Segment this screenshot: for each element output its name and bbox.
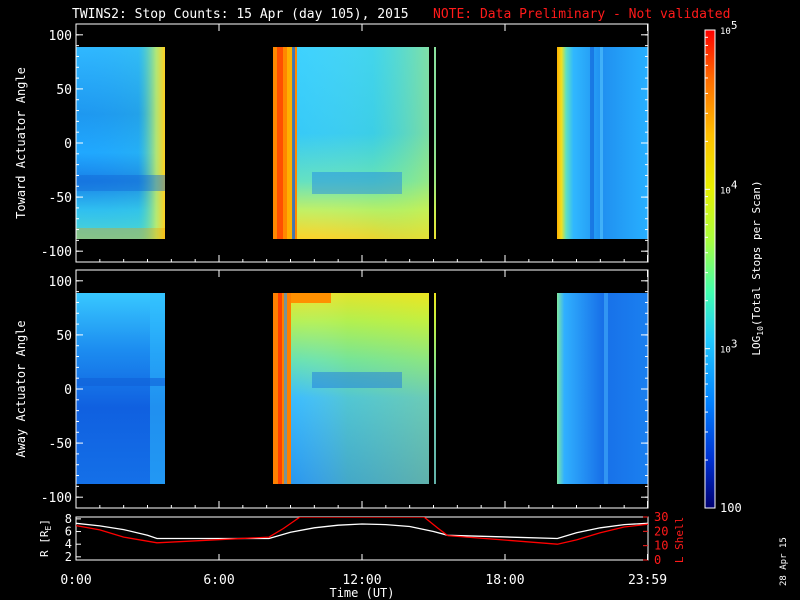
orbit-left-ylabel: R [RE] xyxy=(38,519,53,557)
away-ytick-label: -50 xyxy=(49,437,72,452)
x-tick-label: 18:00 xyxy=(485,573,524,588)
away-heatmap xyxy=(76,293,648,484)
colorbar-tick-label: 100 xyxy=(720,501,742,515)
orbit-right-ylabel: L Shell xyxy=(673,517,686,563)
away-ylabel: Away Actuator Angle xyxy=(14,320,28,457)
colorbar-tick-label: 104 xyxy=(720,178,738,196)
x-tick-label: 6:00 xyxy=(203,573,234,588)
x-tick-label: 0:00 xyxy=(60,573,91,588)
x-tick-label: 12:00 xyxy=(342,573,381,588)
orbit-left-tick-label: 4 xyxy=(65,537,72,551)
toward-ytick-label: 50 xyxy=(56,83,72,98)
away-block-3 xyxy=(557,293,648,484)
figure-title: TWINS2: Stop Counts: 15 Apr (day 105), 2… xyxy=(72,7,409,22)
x-tick-label: 23:59 xyxy=(628,573,667,588)
away-ytick-label: 50 xyxy=(56,329,72,344)
preliminary-note: NOTE: Data Preliminary - Not validated xyxy=(433,7,730,22)
orbit-left-tick-label: 6 xyxy=(65,525,72,539)
toward-ylabel: Toward Actuator Angle xyxy=(14,67,28,219)
orbit-right-tick-label: 10 xyxy=(654,539,668,553)
away-ytick-label: 100 xyxy=(49,275,72,290)
away-ytick-label: -100 xyxy=(41,491,72,506)
colorbar-tick-label: 105 xyxy=(720,19,737,37)
toward-ytick-label: 100 xyxy=(49,29,72,44)
orbit-left-tick-label: 2 xyxy=(65,550,72,564)
colorbar-label: LOG10(Total Stops per Scan) xyxy=(750,180,765,355)
toward-ytick-label: -100 xyxy=(41,245,72,260)
toward-ytick-label: -50 xyxy=(49,191,72,206)
orbit-right-tick-label: 0 xyxy=(654,553,661,567)
orbit-left-tick-label: 8 xyxy=(65,512,72,526)
toward-ytick-label: 0 xyxy=(64,137,72,152)
orbit-right-tick-label: 30 xyxy=(654,510,668,524)
away-ytick-label: 0 xyxy=(64,383,72,398)
date-stamp: 28 Apr 15 xyxy=(779,537,789,586)
lshell-series-line xyxy=(76,517,648,545)
axes-layer: 100500-50-100100500-50-100864230201000:0… xyxy=(41,24,668,588)
colorbar-tick-label: 103 xyxy=(720,338,737,356)
r-series-line xyxy=(76,522,648,540)
orbit-lines xyxy=(76,517,648,545)
orbit-right-tick-label: 20 xyxy=(654,524,668,538)
colorbar xyxy=(704,29,716,509)
toward-heatmap xyxy=(76,47,648,239)
x-axis-title: Time (UT) xyxy=(329,586,394,600)
colorbar-ticks: 105 104 103 100 xyxy=(705,19,742,515)
